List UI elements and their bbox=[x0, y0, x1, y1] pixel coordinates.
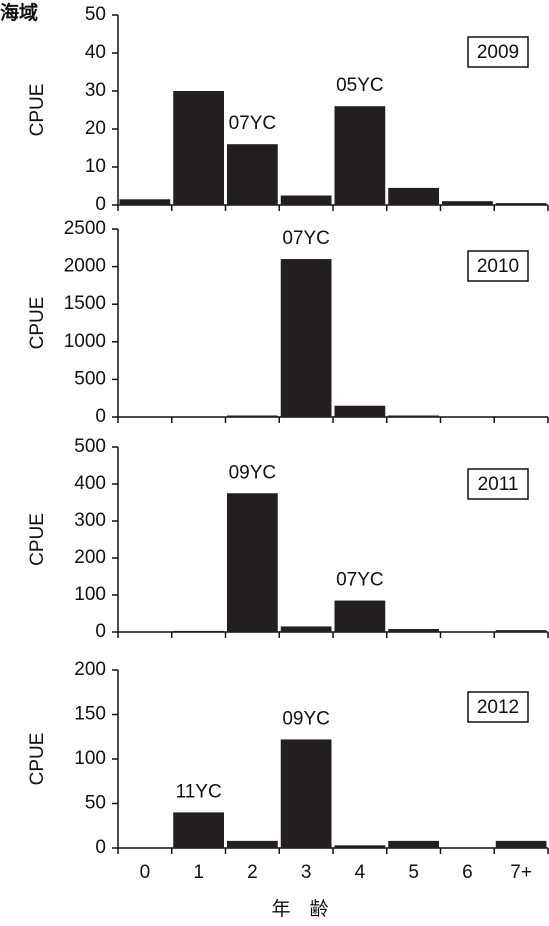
y-tick-label: 0 bbox=[95, 837, 106, 858]
bar bbox=[495, 203, 547, 205]
y-tick-label: 50 bbox=[85, 4, 106, 25]
y-tick-label: 500 bbox=[74, 368, 106, 389]
y-tick-label: 2500 bbox=[64, 218, 106, 239]
bar bbox=[119, 199, 171, 205]
bar bbox=[227, 493, 278, 632]
annotation: 05YC bbox=[336, 75, 384, 96]
y-tick-label: 50 bbox=[85, 793, 106, 814]
y-axis-label: CPUE bbox=[27, 297, 48, 350]
x-tick-label: 7+ bbox=[510, 862, 532, 883]
year-label: 2012 bbox=[477, 697, 519, 718]
y-axis-label: CPUE bbox=[27, 513, 48, 566]
x-tick-label: 4 bbox=[355, 862, 366, 883]
year-label: 2009 bbox=[477, 42, 519, 63]
y-tick-label: 200 bbox=[74, 547, 106, 568]
year-box bbox=[467, 36, 529, 68]
y-tick-label: 20 bbox=[85, 118, 106, 139]
y-tick-label: 1000 bbox=[64, 331, 106, 352]
x-tick-label: 2 bbox=[247, 862, 258, 883]
y-tick-label: 0 bbox=[95, 406, 106, 427]
corner-label: 海域 bbox=[0, 1, 38, 24]
x-tick-label: 0 bbox=[140, 862, 151, 883]
bar bbox=[334, 106, 386, 205]
annotation: 09YC bbox=[229, 462, 277, 483]
y-tick-label: 200 bbox=[74, 659, 106, 680]
annotation: 07YC bbox=[229, 113, 277, 134]
y-tick-label: 300 bbox=[74, 510, 106, 531]
bar bbox=[495, 840, 547, 848]
bar bbox=[280, 626, 332, 632]
y-tick-label: 100 bbox=[74, 584, 106, 605]
y-axis-label: CPUE bbox=[27, 733, 48, 786]
y-tick-label: 0 bbox=[95, 194, 106, 215]
y-tick-label: 30 bbox=[85, 80, 106, 101]
annotation: 07YC bbox=[336, 570, 384, 591]
bar bbox=[388, 187, 439, 205]
y-tick-label: 2000 bbox=[64, 256, 106, 277]
bar bbox=[173, 812, 224, 848]
annotation: 09YC bbox=[282, 708, 330, 729]
y-tick-label: 100 bbox=[74, 748, 106, 769]
bar bbox=[227, 144, 278, 205]
y-tick-label: 0 bbox=[95, 621, 106, 642]
bar bbox=[334, 845, 386, 848]
bar bbox=[442, 201, 493, 205]
annotation: 07YC bbox=[282, 228, 330, 249]
bar bbox=[280, 739, 332, 848]
bar bbox=[173, 630, 224, 632]
bar bbox=[280, 195, 332, 205]
annotation: 11YC bbox=[176, 781, 222, 802]
year-label: 2011 bbox=[478, 474, 519, 495]
x-tick-label: 3 bbox=[301, 862, 312, 883]
bar bbox=[280, 259, 332, 417]
x-axis-label: 年 齢 bbox=[271, 898, 328, 920]
y-tick-label: 40 bbox=[85, 42, 106, 63]
bar bbox=[388, 415, 439, 417]
y-tick-label: 10 bbox=[85, 156, 106, 177]
bar bbox=[388, 629, 439, 632]
y-axis-label: CPUE bbox=[27, 84, 48, 137]
x-tick-label: 5 bbox=[408, 862, 419, 883]
year-box bbox=[467, 468, 529, 500]
y-tick-label: 500 bbox=[74, 436, 106, 457]
bar bbox=[495, 630, 547, 632]
y-tick-label: 150 bbox=[74, 704, 106, 725]
y-tick-label: 1500 bbox=[64, 293, 106, 314]
bar bbox=[227, 840, 278, 848]
bar bbox=[334, 405, 386, 417]
bar bbox=[227, 415, 278, 417]
year-label: 2010 bbox=[477, 256, 519, 277]
year-box bbox=[467, 691, 529, 723]
y-tick-label: 400 bbox=[74, 473, 106, 494]
x-tick-label: 1 bbox=[193, 862, 204, 883]
year-box bbox=[467, 250, 529, 282]
x-tick-label: 6 bbox=[462, 862, 473, 883]
bar bbox=[388, 840, 439, 848]
bar bbox=[173, 91, 224, 205]
bar bbox=[334, 600, 386, 632]
